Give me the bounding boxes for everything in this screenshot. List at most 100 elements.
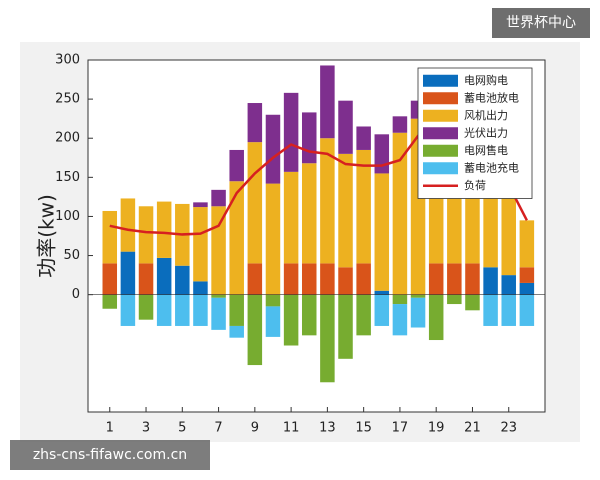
bar-segment <box>265 114 281 184</box>
watermark-box <box>10 440 210 470</box>
bar-segment <box>501 275 516 295</box>
bar-segment <box>193 202 208 208</box>
watermark: 世界杯中心 <box>506 15 576 31</box>
bar-segment <box>283 263 299 295</box>
y-tick-label: 300 <box>55 53 80 68</box>
x-tick-label: 3 <box>142 421 150 436</box>
bar-segment <box>483 267 498 295</box>
bar-segment <box>283 294 299 346</box>
bar-segment <box>428 294 444 341</box>
legend-label: 蓄电池充电 <box>464 160 519 174</box>
bar-segment <box>356 263 371 295</box>
bar-segment <box>193 207 208 282</box>
legend-label: 负荷 <box>464 178 486 192</box>
legend-swatch <box>423 74 458 87</box>
bar-segment <box>301 163 317 264</box>
bar-segment <box>247 263 263 295</box>
y-axis-label: 功率(kw) <box>35 194 59 278</box>
bar-segment <box>229 149 244 182</box>
bar-segment <box>410 297 426 328</box>
x-tick-label: 17 <box>392 421 409 436</box>
x-tick-label: 19 <box>428 421 445 436</box>
bar-segment <box>356 126 371 150</box>
bar-segment <box>211 297 226 330</box>
bar-segment <box>519 267 535 283</box>
bar-segment <box>301 263 317 295</box>
y-tick-label: 50 <box>63 248 80 263</box>
legend-swatch <box>423 109 458 122</box>
bar-segment <box>374 290 390 295</box>
bar-segment <box>211 294 226 298</box>
y-tick-label: 200 <box>55 131 80 146</box>
legend-label: 风机出力 <box>464 108 508 122</box>
legend-label: 光伏出力 <box>464 125 508 139</box>
watermark-box <box>492 8 590 38</box>
bar-segment <box>211 189 226 207</box>
bar-segment <box>301 112 317 164</box>
bar-segment <box>265 294 281 307</box>
bar-segment <box>193 294 208 326</box>
bar-segment <box>265 183 281 295</box>
legend-swatch <box>423 127 458 140</box>
x-tick-label: 21 <box>464 421 481 436</box>
bar-segment <box>320 263 335 295</box>
bar-segment <box>392 294 408 305</box>
bar-segment <box>356 294 371 336</box>
legend-label: 电网购电 <box>464 73 508 87</box>
bar-segment <box>138 263 154 295</box>
x-tick-label: 7 <box>214 421 222 436</box>
bar-segment <box>229 325 244 338</box>
bar-segment <box>374 173 390 291</box>
legend-swatch <box>423 92 458 105</box>
bar-segment <box>447 263 462 295</box>
bar-segment <box>193 281 208 295</box>
bar-segment <box>338 100 353 154</box>
bar-segment <box>102 263 118 295</box>
bar-segment <box>229 181 244 295</box>
bar-segment <box>265 306 281 337</box>
bar-segment <box>410 294 426 298</box>
bar-segment <box>320 294 335 383</box>
bar-segment <box>519 294 535 326</box>
bar-segment <box>175 265 190 295</box>
bar-segment <box>175 294 190 326</box>
x-tick-label: 11 <box>283 421 300 436</box>
bar-segment <box>120 198 136 252</box>
bar-segment <box>156 257 172 295</box>
x-tick-label: 1 <box>106 421 114 436</box>
bar-segment <box>120 294 136 326</box>
bar-segment <box>229 294 244 326</box>
bar-segment <box>283 92 299 172</box>
legend-swatch <box>423 144 458 157</box>
bar-segment <box>102 210 118 264</box>
watermark: zhs-cns-fifawc.com.cn <box>33 447 187 463</box>
bar-segment <box>519 282 535 295</box>
bar-segment <box>211 206 226 295</box>
bar-segment <box>465 294 480 311</box>
bar-segment <box>447 294 462 305</box>
bar-segment <box>320 65 335 139</box>
y-tick-label: 150 <box>55 170 80 185</box>
bar-segment <box>428 263 444 295</box>
bar-segment <box>156 201 172 258</box>
bar-segment <box>247 142 263 264</box>
x-tick-label: 13 <box>319 421 336 436</box>
x-tick-label: 5 <box>178 421 186 436</box>
bar-segment <box>320 138 335 264</box>
bar-segment <box>120 251 136 295</box>
bar-segment <box>338 267 353 295</box>
bar-segment <box>501 294 516 326</box>
bar-segment <box>465 263 480 295</box>
bar-segment <box>138 206 154 264</box>
bar-segment <box>392 116 408 133</box>
y-tick-label: 0 <box>72 287 80 302</box>
x-tick-label: 15 <box>355 421 372 436</box>
bar-segment <box>283 171 299 264</box>
bar-segment <box>392 132 408 295</box>
legend-label: 蓄电池放电 <box>464 90 519 104</box>
y-tick-label: 100 <box>55 209 80 224</box>
y-tick-label: 250 <box>55 92 80 107</box>
